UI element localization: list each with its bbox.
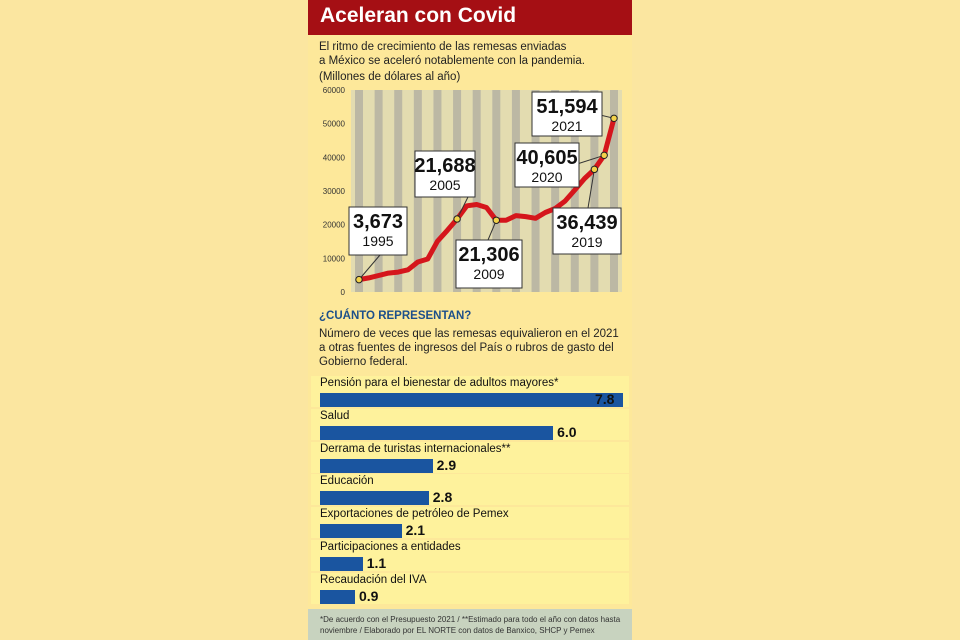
bar-value-label: 7.8	[595, 391, 615, 407]
bar-value-label: 2.8	[432, 489, 453, 506]
data-label-year: 2019	[571, 234, 602, 250]
y-tick-label: 50000	[323, 120, 346, 129]
data-point	[610, 114, 618, 123]
bar-chart: Pensión para el bienestar de adultos may…	[308, 0, 632, 640]
y-tick-label: 30000	[323, 187, 346, 196]
y-tick-label: 20000	[323, 221, 346, 230]
footnote-line-2: noviembre / Elaborado por EL NORTE con d…	[320, 626, 595, 635]
bar	[320, 393, 623, 407]
data-label: 40,605	[516, 147, 577, 169]
data-label-year: 2020	[531, 169, 562, 185]
remittances-line-chart: 0 10000 20000 30000 40000 50000 60000 3,6731995…	[323, 86, 622, 297]
bar-category-label: Recaudación del IVA	[320, 573, 427, 586]
bar-value-label: 1.1	[366, 555, 387, 571]
callout-box	[348, 206, 408, 256]
bar-value-label: 2.9	[436, 456, 457, 473]
bar-category-label: Exportaciones de petróleo de Pemex	[320, 508, 509, 521]
bar-row: Derrama de turistas internacionales** 2.9	[311, 441, 629, 473]
series-line	[356, 115, 617, 283]
grid-band	[492, 90, 501, 292]
grid-band	[610, 90, 618, 292]
grid-band	[472, 90, 481, 292]
bar	[320, 557, 363, 571]
data-point	[492, 216, 501, 224]
data-label: 3,673	[353, 211, 403, 233]
bars-description-2: a otras fuentes de ingresos del País o r…	[319, 342, 614, 354]
callout-box	[414, 150, 476, 198]
y-tick-label: 40000	[323, 153, 346, 162]
bar-category-label: Derrama de turistas internacionales**	[320, 442, 511, 455]
data-label: 21,306	[458, 244, 519, 266]
bar-row: Educación 2.8	[311, 474, 629, 506]
bar-row: Participaciones a entidades 1.1	[311, 540, 629, 571]
grid-band	[590, 90, 599, 292]
data-label: 21,688	[414, 155, 475, 177]
grid-band	[394, 90, 403, 292]
data-point	[453, 215, 461, 223]
grid-band	[374, 90, 383, 292]
infographic: Aceleran con Covid El ritmo de crecimien…	[308, 0, 632, 640]
callout-box	[514, 142, 580, 188]
callout-box	[552, 207, 622, 255]
y-tick-label: 0	[341, 288, 346, 297]
intro-line-2: a México se aceleró notablemente con la …	[319, 55, 585, 67]
bar-value-label: 0.9	[358, 587, 379, 604]
y-tick-label: 10000	[323, 254, 346, 263]
data-label: 36,439	[556, 212, 617, 234]
footnote-line-1: *De acuerdo con el Presupuesto 2021 / **…	[320, 615, 621, 624]
grid-band	[531, 90, 540, 292]
grid-band	[355, 90, 363, 292]
callout-leader	[587, 169, 595, 209]
data-point	[355, 275, 363, 284]
bar	[320, 491, 429, 506]
bar	[320, 589, 355, 604]
data-label-year: 2009	[473, 266, 504, 282]
bar	[320, 458, 433, 473]
intro-line-1: El ritmo de crecimiento de las remesas e…	[319, 41, 567, 53]
bar-category-label: Salud	[320, 409, 350, 422]
bar-row: Pensión para el bienestar de adultos may…	[311, 376, 629, 407]
footnote: *De acuerdo con el Presupuesto 2021 / **…	[308, 609, 632, 640]
data-label-year: 1995	[362, 233, 393, 249]
section-title: ¿CUÁNTO REPRESENTAN?	[319, 310, 472, 322]
bars-description-1: Número de veces que las remesas equivali…	[319, 328, 619, 340]
bar	[320, 524, 402, 539]
bar-value-label: 2.1	[405, 522, 426, 539]
bars-description-3: Gobierno federal.	[319, 356, 408, 368]
callout-leader	[358, 254, 381, 280]
bar-category-label: Pensión para el bienestar de adultos may…	[320, 377, 559, 389]
bar	[320, 425, 554, 440]
data-point	[600, 151, 608, 159]
callout-box	[531, 91, 603, 137]
bar-value-label: 6.0	[557, 423, 577, 440]
bar-row: Recaudación del IVA 0.9	[311, 572, 629, 604]
bar-row: Salud 6.0	[311, 408, 629, 440]
grid-band	[511, 90, 520, 292]
chart-unit-label: (Millones de dólares al año)	[319, 71, 461, 83]
data-label: 51,594	[536, 96, 598, 118]
bar-category-label: Educación	[320, 475, 374, 488]
data-label-year: 2005	[429, 177, 460, 193]
callout-box	[455, 239, 523, 289]
page-title: Aceleran con Covid	[320, 4, 517, 27]
header-bar: Aceleran con Covid	[308, 0, 632, 35]
grid-band	[551, 90, 560, 292]
bar-category-label: Participaciones a entidades	[320, 541, 461, 553]
callout-leader	[456, 196, 469, 220]
data-point	[590, 165, 599, 174]
y-tick-label: 60000	[323, 86, 346, 95]
bar-row: Exportaciones de petróleo de Pemex 2.1	[311, 507, 629, 539]
data-label-year: 2021	[551, 118, 582, 134]
